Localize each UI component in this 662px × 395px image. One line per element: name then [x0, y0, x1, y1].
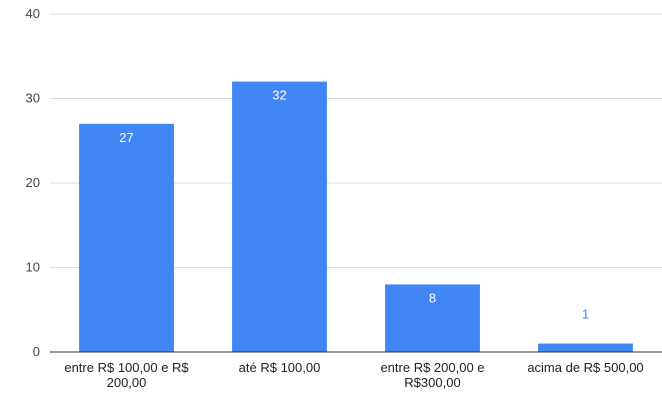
y-tick-label: 40 — [26, 6, 40, 21]
data-labels: 27 32 8 1 — [119, 88, 589, 322]
y-axis-ticks: 0 10 20 30 40 — [26, 6, 40, 359]
y-tick-label: 0 — [33, 344, 40, 359]
category-label-line: entre R$ 200,00 e — [380, 360, 484, 375]
data-label: 8 — [429, 290, 436, 305]
category-label: até R$ 100,00 — [239, 360, 321, 375]
category-label-line: R$300,00 — [404, 375, 460, 390]
data-label: 1 — [582, 307, 589, 322]
category-label-line: entre R$ 100,00 e R$ — [64, 360, 189, 375]
y-tick-label: 20 — [26, 175, 40, 190]
bar — [232, 81, 327, 352]
category-label-line: até R$ 100,00 — [239, 360, 321, 375]
y-tick-label: 30 — [26, 91, 40, 106]
bars — [79, 81, 633, 352]
category-label-line: acima de R$ 500,00 — [527, 360, 643, 375]
category-label-line: 200,00 — [107, 375, 147, 390]
y-tick-label: 10 — [26, 260, 40, 275]
category-label: entre R$ 200,00 e R$300,00 — [380, 360, 484, 390]
bar — [538, 343, 633, 352]
category-label: acima de R$ 500,00 — [527, 360, 643, 375]
bar — [79, 123, 174, 352]
bar — [385, 284, 480, 352]
data-label: 32 — [272, 88, 286, 103]
x-axis-categories: entre R$ 100,00 e R$ 200,00 até R$ 100,00 e… — [64, 360, 643, 390]
category-label: entre R$ 100,00 e R$ 200,00 — [64, 360, 189, 390]
data-label: 27 — [119, 130, 133, 145]
